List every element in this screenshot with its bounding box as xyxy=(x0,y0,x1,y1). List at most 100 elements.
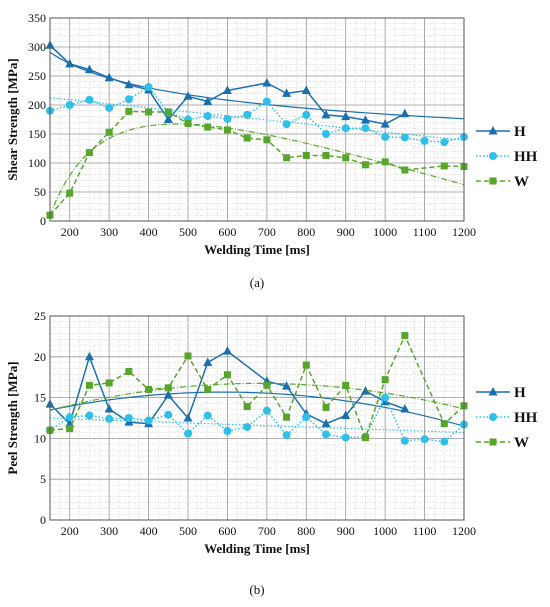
series-w xyxy=(46,107,468,219)
x-tick-label: 200 xyxy=(61,225,79,239)
data-point xyxy=(302,413,311,422)
data-point xyxy=(283,413,291,421)
data-point xyxy=(223,126,231,134)
y-tick-label: 0 xyxy=(40,214,46,228)
data-point xyxy=(360,386,370,395)
x-tick-label: 400 xyxy=(140,524,158,538)
data-point xyxy=(164,410,173,419)
x-tick-label: 200 xyxy=(61,524,79,538)
data-point xyxy=(282,120,291,129)
plot-frame xyxy=(49,315,465,521)
data-point xyxy=(203,411,212,420)
data-point xyxy=(243,134,251,142)
data-point xyxy=(322,151,330,159)
legend-marker xyxy=(488,126,498,135)
data-point xyxy=(84,64,94,74)
legend-label-h: H xyxy=(514,124,526,140)
data-point xyxy=(203,96,213,106)
data-point xyxy=(85,95,94,104)
data-point xyxy=(400,436,409,445)
data-point xyxy=(223,427,232,436)
x-tick-label: 900 xyxy=(337,524,355,538)
data-point xyxy=(342,381,350,389)
legend-marker xyxy=(489,152,497,160)
data-point xyxy=(66,425,74,433)
legend-label-hh: HH xyxy=(514,410,538,426)
data-point xyxy=(104,72,114,82)
data-point xyxy=(263,381,271,389)
legend-marker xyxy=(488,387,498,396)
data-point xyxy=(163,114,173,123)
plot-frame xyxy=(49,17,465,222)
x-tick-label: 500 xyxy=(179,524,197,538)
data-point xyxy=(341,124,350,133)
x-tick-label: 800 xyxy=(297,524,315,538)
data-point xyxy=(105,379,113,387)
data-point xyxy=(145,385,153,393)
data-point xyxy=(262,77,272,87)
series-line-hh xyxy=(50,86,464,143)
x-tick-label: 1200 xyxy=(452,225,476,239)
panel-a-caption: (a) xyxy=(250,275,264,290)
series-line-hh xyxy=(50,395,464,443)
y-axis-title: Peel Strength [MPa] xyxy=(5,361,20,474)
data-point xyxy=(183,91,193,100)
y-tick-label: 350 xyxy=(28,11,46,25)
data-point xyxy=(282,381,292,390)
data-point xyxy=(341,111,351,121)
x-tick-label: 1100 xyxy=(413,524,437,538)
x-tick-label: 800 xyxy=(297,225,315,239)
data-point xyxy=(204,123,212,131)
data-point xyxy=(222,85,232,94)
legend-marker xyxy=(489,438,497,446)
series-hh xyxy=(46,83,468,147)
data-point xyxy=(440,437,449,446)
x-tick-label: 700 xyxy=(258,524,276,538)
data-point xyxy=(125,107,133,115)
data-point xyxy=(381,132,390,141)
x-tick-label: 1000 xyxy=(373,524,397,538)
x-tick-label: 500 xyxy=(179,225,197,239)
data-point xyxy=(302,361,310,369)
trendline-hh xyxy=(50,417,464,434)
x-tick-label: 600 xyxy=(218,225,236,239)
trendline-hh xyxy=(50,97,464,141)
x-axis-title: Welding Time [ms] xyxy=(204,242,310,257)
data-point xyxy=(223,114,232,123)
data-point xyxy=(124,414,133,422)
data-point xyxy=(164,384,172,392)
data-point xyxy=(400,108,410,118)
data-point xyxy=(184,429,192,438)
data-point xyxy=(380,119,390,128)
panel-b: 200 300 400 500 600 700 800 900 1000 1100 1200 0 5 10… xyxy=(5,309,538,556)
x-tick-label: 1200 xyxy=(452,524,476,538)
data-point xyxy=(302,110,311,119)
data-point xyxy=(105,128,113,136)
data-point xyxy=(262,406,271,415)
y-tick-label: 50 xyxy=(34,185,46,199)
data-point xyxy=(381,158,389,166)
y-tick-label: 300 xyxy=(28,40,46,54)
legend-marker xyxy=(489,177,497,185)
data-point xyxy=(124,95,133,104)
data-point xyxy=(341,410,351,420)
data-point xyxy=(341,433,350,442)
x-axis-title: Welding Time [ms] xyxy=(204,541,310,556)
data-point xyxy=(322,430,330,439)
x-tick-label: 300 xyxy=(100,225,118,239)
data-point xyxy=(84,351,94,361)
data-point xyxy=(302,151,310,159)
data-point xyxy=(440,138,449,147)
y-tick-label: 10 xyxy=(34,431,46,445)
data-point xyxy=(163,390,173,399)
data-point xyxy=(184,352,192,360)
data-point xyxy=(282,431,291,440)
data-point xyxy=(145,108,153,116)
data-point xyxy=(85,411,94,420)
data-point xyxy=(282,88,292,97)
y-tick-label: 25 xyxy=(34,309,46,323)
data-point xyxy=(144,83,153,92)
data-point xyxy=(164,108,172,116)
